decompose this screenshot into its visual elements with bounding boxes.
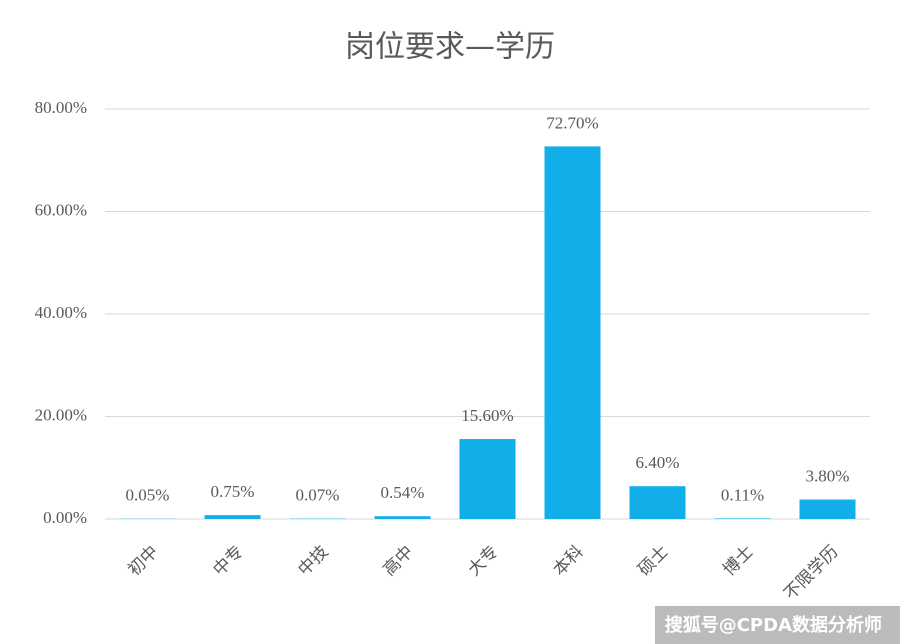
- y-tick-label: 40.00%: [35, 303, 87, 322]
- data-label: 0.75%: [211, 482, 255, 501]
- data-label: 0.11%: [721, 485, 764, 504]
- y-tick-label: 60.00%: [35, 200, 87, 219]
- data-label: 0.05%: [126, 486, 170, 505]
- bar: [799, 499, 856, 519]
- data-label: 15.60%: [461, 406, 513, 425]
- data-label: 6.40%: [636, 453, 680, 472]
- y-tick-label: 0.00%: [43, 508, 87, 527]
- data-label: 0.07%: [296, 486, 340, 505]
- bar: [459, 439, 516, 519]
- data-label: 0.54%: [381, 483, 425, 502]
- bar: [629, 486, 686, 519]
- data-label: 3.80%: [806, 466, 850, 485]
- watermark-bg: [655, 606, 900, 644]
- bar: [544, 146, 601, 519]
- y-tick-label: 80.00%: [35, 98, 87, 117]
- watermark: 搜狐号@CPDA数据分析师: [665, 614, 882, 636]
- y-tick-label: 20.00%: [35, 405, 87, 424]
- bar: [204, 515, 261, 519]
- data-label: 72.70%: [546, 113, 598, 132]
- bar: [714, 518, 771, 519]
- chart-title: 岗位要求—学历: [345, 30, 555, 65]
- bar: [374, 516, 431, 519]
